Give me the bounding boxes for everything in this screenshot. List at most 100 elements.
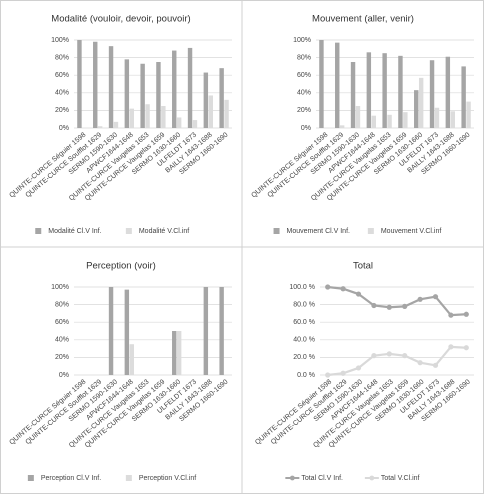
bar [108, 287, 114, 375]
bar [176, 117, 182, 128]
chart-title: Mouvement (aller, venir) [312, 14, 414, 25]
point [463, 345, 469, 351]
point [355, 365, 362, 371]
point [325, 284, 331, 290]
bar [192, 120, 198, 128]
bar [403, 112, 408, 128]
legend-swatch [369, 475, 375, 481]
bar [124, 59, 130, 128]
y-tick-label: 80% [55, 54, 69, 61]
bar [77, 40, 82, 128]
bar [176, 331, 182, 375]
bar [129, 344, 134, 375]
point [432, 362, 439, 368]
y-tick-label: 60% [55, 319, 69, 326]
line [327, 345, 467, 377]
point [371, 302, 377, 309]
legend-label: Mouvement V.Cl.inf [381, 228, 441, 235]
point [340, 286, 346, 292]
point [386, 351, 392, 357]
bar [187, 47, 193, 128]
y-tick-label: 0.0 % [297, 372, 315, 379]
bar [366, 52, 372, 128]
y-tick-label: 80% [297, 54, 311, 61]
y-tick-label: 20% [55, 354, 69, 361]
bar [398, 55, 403, 129]
bar [429, 60, 435, 128]
point [355, 291, 362, 297]
legend-swatch [35, 228, 42, 234]
point [417, 360, 423, 366]
y-tick-label: 0% [59, 372, 69, 379]
y-tick-label: 100% [51, 284, 69, 291]
legend-swatch [125, 475, 132, 481]
y-tick-label: 100.0 % [289, 284, 315, 291]
y-tick-label: 100% [293, 37, 311, 44]
bar [434, 107, 440, 128]
legend-label: Perception Cl.V Inf. [41, 475, 101, 482]
bar [350, 62, 356, 128]
bar [108, 46, 114, 128]
bar [445, 56, 451, 128]
bar [382, 53, 387, 129]
bar [319, 40, 324, 128]
y-tick-label: 40% [297, 90, 311, 97]
bar [219, 287, 224, 375]
point [448, 344, 454, 350]
y-tick-label: 0% [301, 125, 311, 132]
bar [97, 126, 103, 128]
y-tick-label: 20% [55, 107, 69, 114]
bar [371, 115, 376, 128]
y-tick-label: 80% [55, 301, 69, 308]
legend-swatch [27, 475, 34, 481]
bar [145, 104, 150, 128]
bar [339, 125, 345, 128]
bar [450, 111, 455, 128]
bar [203, 287, 209, 375]
y-tick-label: 100% [51, 37, 69, 44]
bar [161, 106, 166, 128]
legend-label: Mouvement Cl.V Inf. [287, 228, 350, 235]
bar [129, 108, 134, 128]
bar [461, 66, 466, 128]
legend-label: Total Cl.V Inf. [301, 475, 343, 482]
point [402, 353, 408, 359]
legend-label: Perception V.Cl.inf [139, 475, 196, 482]
bar [387, 114, 392, 128]
chart-title: Modalité (vouloir, devoir, pouvoir) [51, 14, 190, 25]
bar [466, 101, 471, 128]
chart-title: Total [353, 261, 373, 272]
bar [208, 95, 213, 128]
point [432, 294, 439, 300]
y-tick-label: 60.0 % [293, 319, 315, 326]
legend-label: Total V.Cl.inf [381, 475, 420, 482]
y-tick-label: 40.0 % [293, 337, 315, 344]
bar [124, 289, 130, 375]
y-tick-label: 20.0 % [293, 354, 315, 361]
bar [219, 68, 224, 128]
bar [418, 77, 424, 128]
point [402, 303, 408, 309]
y-tick-label: 60% [55, 72, 69, 79]
y-tick-label: 40% [55, 337, 69, 344]
y-tick-label: 20% [297, 107, 311, 114]
point [448, 312, 454, 318]
bar [172, 331, 177, 375]
point [340, 370, 346, 376]
y-tick-label: 80.0 % [293, 301, 315, 308]
legend-label: Modalité V.Cl.inf [139, 228, 189, 235]
point [463, 311, 469, 317]
point [386, 304, 392, 310]
point [417, 296, 423, 302]
bar [113, 121, 119, 128]
bar [172, 50, 177, 129]
bar [224, 99, 229, 128]
bar [156, 62, 161, 128]
bar [93, 41, 98, 129]
bar [140, 63, 145, 129]
legend-swatch [273, 228, 280, 234]
legend-swatch [367, 228, 374, 234]
legend-swatch [289, 475, 295, 481]
legend-label: Modalité Cl.V Inf. [48, 228, 101, 235]
